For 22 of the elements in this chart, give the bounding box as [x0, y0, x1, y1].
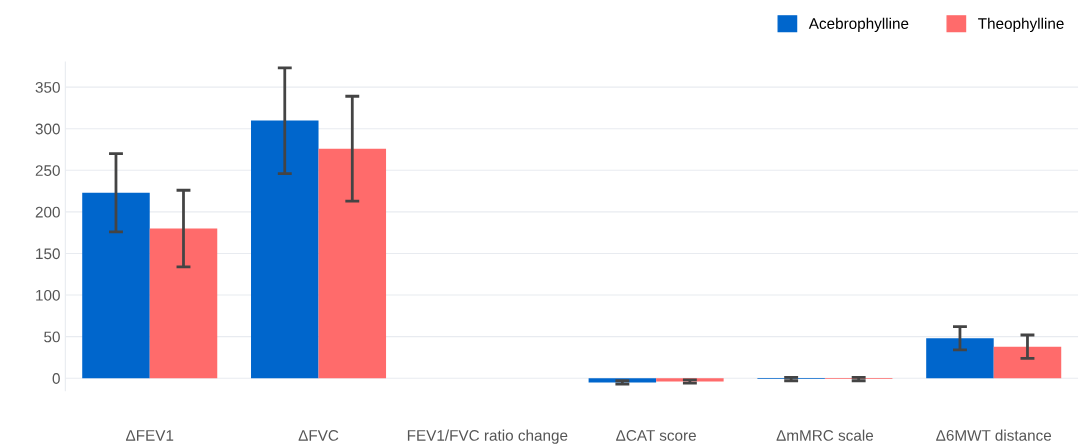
- bar: [82, 192, 150, 379]
- bar: [318, 148, 387, 379]
- y-tick-label: 200: [35, 206, 60, 218]
- legend-label: Acebrophylline: [808, 17, 909, 32]
- y-tick-label: 350: [35, 81, 60, 93]
- y-tick-label: 100: [36, 289, 60, 301]
- y-tick-label: 250: [35, 165, 60, 176]
- y-tick-label: 150: [36, 248, 60, 260]
- bar: [926, 338, 994, 379]
- x-tick-label: ΔFVC: [298, 430, 339, 441]
- y-tick-label: 50: [44, 331, 60, 343]
- bar: [251, 120, 319, 379]
- x-tick-label: FEV1/FVC ratio change: [407, 429, 568, 444]
- bar: [993, 346, 1062, 379]
- x-tick-label: ΔCAT score: [616, 430, 696, 441]
- y-tick-label: 300: [35, 123, 60, 135]
- bar: [149, 228, 218, 379]
- x-tick-label: ΔFEV1: [125, 430, 174, 441]
- x-tick-label: ΔmMRC scale: [776, 429, 874, 441]
- y-tick-label: 0: [52, 373, 60, 384]
- legend-label: Theophylline: [978, 17, 1064, 32]
- x-tick-label: Δ6MWT distance: [936, 429, 1052, 441]
